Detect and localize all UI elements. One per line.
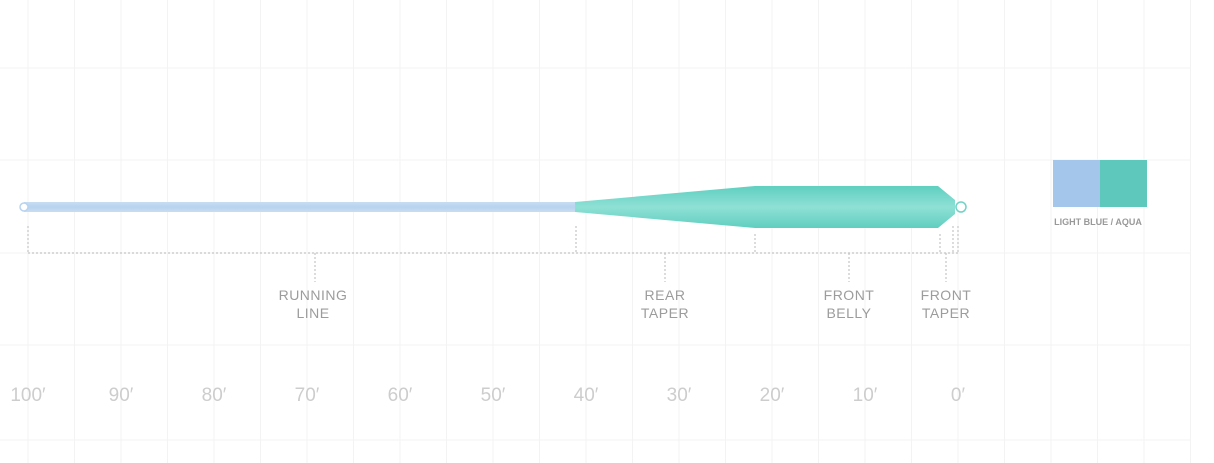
segment-label: TAPER <box>922 305 970 321</box>
swatch-light-blue <box>1053 160 1100 207</box>
axis-label: 90′ <box>109 385 134 406</box>
axis-label: 10′ <box>853 385 878 406</box>
axis-label: 80′ <box>202 385 227 406</box>
fly-line <box>19 186 967 228</box>
segment-label: RUNNING <box>279 287 348 303</box>
swatch-aqua <box>1100 160 1147 207</box>
segment-label: FRONT <box>824 287 875 303</box>
segment-label: REAR <box>645 287 686 303</box>
axis-label: 60′ <box>388 385 413 406</box>
segment-labels: RUNNING LINE REAR TAPER FRONT BELLY FRON… <box>279 287 972 321</box>
front-loop <box>955 201 967 213</box>
axis-label: 30′ <box>667 385 692 406</box>
brackets <box>27 226 959 282</box>
segment-label: LINE <box>296 305 329 321</box>
rear-loop <box>19 202 29 212</box>
axis-label: 0′ <box>951 385 966 406</box>
segment-label: BELLY <box>826 305 871 321</box>
color-swatch: LIGHT BLUE / AQUA <box>1053 160 1147 227</box>
axis-label: 40′ <box>574 385 599 406</box>
axis-label: 100′ <box>10 385 46 406</box>
running-line <box>24 202 580 212</box>
color-label: LIGHT BLUE / AQUA <box>1054 217 1142 227</box>
axis-label: 50′ <box>481 385 506 406</box>
length-axis: 100′ 90′ 80′ 70′ 60′ 50′ 40′ 30′ 20′ 10′ 0′ <box>10 385 965 406</box>
segment-label: FRONT <box>921 287 972 303</box>
axis-label: 20′ <box>760 385 785 406</box>
head <box>575 186 955 228</box>
axis-label: 70′ <box>295 385 320 406</box>
segment-label: TAPER <box>641 305 689 321</box>
